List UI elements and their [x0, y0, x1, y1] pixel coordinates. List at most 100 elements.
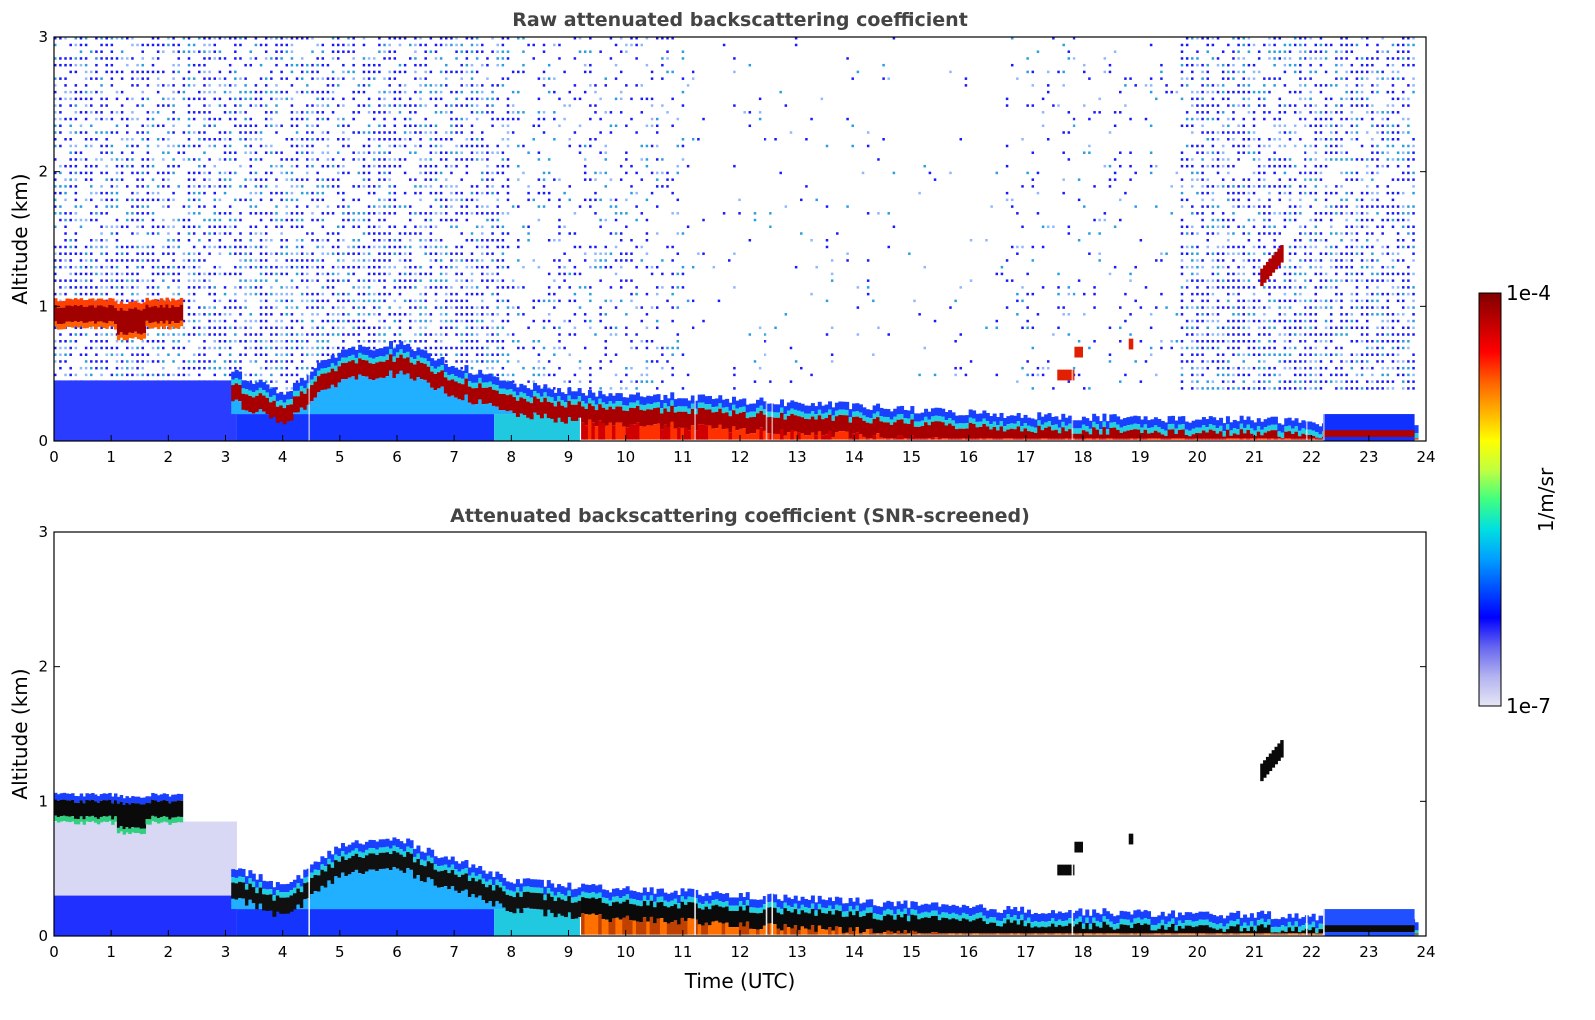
- noise-pixel: [1221, 326, 1225, 330]
- noise-pixel: [455, 245, 458, 249]
- noise-pixel: [599, 360, 602, 363]
- noise-pixel: [316, 171, 319, 175]
- noise-pixel: [120, 77, 124, 80]
- noise-pixel: [1232, 259, 1235, 262]
- noise-pixel: [846, 205, 849, 208]
- noise-pixel: [285, 191, 289, 195]
- noise-pixel: [964, 77, 968, 80]
- noise-pixel: [249, 292, 253, 296]
- noise-pixel: [285, 299, 289, 303]
- noise-pixel: [445, 360, 448, 363]
- noise-pixel: [496, 218, 499, 222]
- noise-pixel: [496, 97, 499, 101]
- noise-pixel: [295, 158, 299, 161]
- noise-pixel: [115, 111, 119, 114]
- noise-pixel: [1263, 346, 1266, 350]
- noise-pixel: [141, 171, 144, 175]
- noise-pixel: [1093, 111, 1096, 114]
- noise-pixel: [367, 252, 371, 255]
- noise-pixel: [877, 326, 880, 330]
- noise-pixel: [311, 70, 314, 74]
- noise-pixel: [167, 198, 170, 202]
- noise-pixel: [146, 185, 150, 188]
- noise-pixel: [1242, 279, 1245, 282]
- noise-pixel: [357, 340, 361, 343]
- noise-pixel: [1268, 373, 1271, 377]
- noise-pixel: [1031, 326, 1035, 330]
- noise-pixel: [403, 259, 407, 262]
- noise-pixel: [655, 37, 659, 40]
- noise-pixel: [167, 252, 170, 255]
- noise-pixel: [228, 299, 232, 303]
- noise-pixel: [445, 252, 448, 255]
- noise-pixel: [167, 104, 170, 107]
- noise-pixel: [352, 50, 355, 53]
- noise-pixel: [84, 84, 88, 87]
- noise-pixel: [367, 63, 371, 67]
- noise-pixel: [151, 111, 155, 114]
- noise-pixel: [1083, 151, 1086, 154]
- noise-pixel: [553, 279, 556, 282]
- noise-pixel: [192, 326, 196, 330]
- noise-pixel: [316, 313, 319, 316]
- noise-pixel: [244, 340, 247, 343]
- noise-pixel: [203, 245, 206, 249]
- noise-pixel: [213, 77, 216, 80]
- noise-pixel: [825, 205, 829, 208]
- noise-pixel: [1232, 185, 1235, 188]
- noise-pixel: [1273, 117, 1276, 121]
- noise-pixel: [1206, 185, 1209, 188]
- noise-pixel: [599, 198, 602, 202]
- noise-pixel: [342, 313, 345, 316]
- noise-pixel: [228, 131, 232, 134]
- noise-pixel: [74, 252, 78, 255]
- noise-pixel: [162, 205, 165, 208]
- noise-pixel: [141, 212, 144, 215]
- noise-pixel: [59, 111, 62, 114]
- noise-pixel: [316, 117, 319, 121]
- noise-pixel: [290, 191, 294, 195]
- noise-pixel: [1252, 63, 1256, 67]
- noise-pixel: [594, 198, 597, 202]
- noise-pixel: [146, 279, 150, 282]
- noise-pixel: [439, 245, 443, 249]
- noise-pixel: [126, 218, 129, 222]
- noise-pixel: [172, 144, 175, 148]
- noise-pixel: [295, 63, 299, 67]
- noise-pixel: [1242, 225, 1245, 229]
- noise-pixel: [352, 77, 355, 80]
- noise-pixel: [1010, 279, 1014, 282]
- noise-pixel: [239, 259, 242, 262]
- noise-pixel: [1263, 313, 1266, 316]
- noise-pixel: [1237, 70, 1240, 74]
- noise-pixel: [280, 346, 283, 350]
- noise-pixel: [90, 185, 93, 188]
- noise-pixel: [54, 63, 57, 67]
- noise-pixel: [342, 131, 345, 134]
- noise-pixel: [1252, 319, 1256, 323]
- noise-pixel: [198, 333, 201, 336]
- noise-pixel: [105, 144, 108, 148]
- noise-pixel: [583, 346, 587, 350]
- noise-pixel: [1211, 158, 1215, 161]
- noise-pixel: [321, 292, 325, 296]
- noise-pixel: [90, 286, 93, 289]
- noise-pixel: [300, 366, 304, 370]
- noise-pixel: [511, 131, 515, 134]
- noise-pixel: [594, 171, 597, 175]
- noise-pixel: [1180, 245, 1184, 249]
- noise-pixel: [383, 232, 386, 235]
- noise-pixel: [378, 70, 381, 74]
- noise-pixel: [1149, 43, 1153, 47]
- noise-pixel: [228, 90, 232, 94]
- noise-pixel: [141, 104, 144, 107]
- noise-pixel: [1196, 380, 1199, 383]
- noise-pixel: [115, 131, 119, 134]
- noise-pixel: [306, 90, 309, 94]
- noise-pixel: [316, 97, 319, 101]
- noise-pixel: [558, 340, 561, 343]
- noise-pixel: [547, 299, 551, 303]
- noise-pixel: [1036, 191, 1040, 195]
- noise-pixel: [203, 90, 206, 94]
- noise-pixel: [254, 171, 258, 175]
